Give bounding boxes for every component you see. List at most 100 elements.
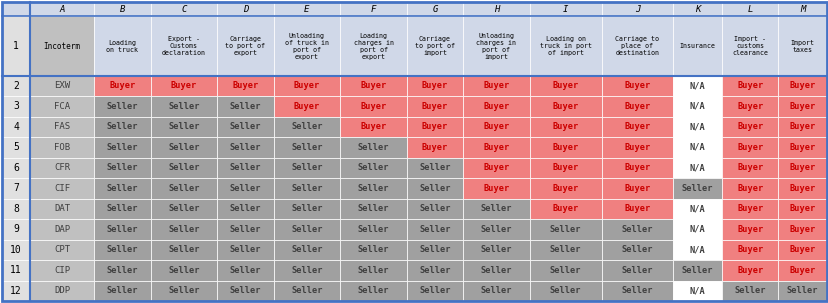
Bar <box>407 117 463 137</box>
Text: DDP: DDP <box>54 286 70 295</box>
Text: Seller: Seller <box>621 286 652 295</box>
Text: Seller: Seller <box>621 225 652 234</box>
Text: 4: 4 <box>13 122 19 132</box>
Text: Seller: Seller <box>229 102 261 111</box>
Text: Buyer: Buyer <box>788 245 815 254</box>
Text: Seller: Seller <box>734 286 765 295</box>
Text: Unloading
of truck in
port of
export: Unloading of truck in port of export <box>285 32 329 59</box>
Text: Seller: Seller <box>229 163 261 172</box>
Bar <box>407 240 463 260</box>
Bar <box>777 158 826 178</box>
Text: Seller: Seller <box>786 286 817 295</box>
Bar <box>672 281 721 301</box>
Text: Seller: Seller <box>419 225 450 234</box>
Bar <box>151 260 217 281</box>
Bar <box>463 158 529 178</box>
Text: FOB: FOB <box>54 143 70 152</box>
Bar <box>463 198 529 219</box>
Text: Seller: Seller <box>358 184 389 193</box>
Text: Loading
on truck: Loading on truck <box>106 39 138 52</box>
Text: Seller: Seller <box>168 184 200 193</box>
Bar <box>273 117 339 137</box>
Text: Buyer: Buyer <box>736 102 763 111</box>
Bar <box>2 198 30 219</box>
Bar <box>30 219 94 240</box>
Bar <box>2 2 30 16</box>
Text: Seller: Seller <box>480 225 512 234</box>
Bar <box>30 158 94 178</box>
Text: C: C <box>181 5 186 14</box>
Bar <box>463 281 529 301</box>
Text: Buyer: Buyer <box>736 163 763 172</box>
Text: N/A: N/A <box>689 82 705 91</box>
Text: Seller: Seller <box>419 286 450 295</box>
Bar <box>672 76 721 96</box>
Bar <box>777 240 826 260</box>
Text: Buyer: Buyer <box>623 184 650 193</box>
Text: Seller: Seller <box>107 184 138 193</box>
Text: Buyer: Buyer <box>421 82 448 91</box>
Bar <box>273 198 339 219</box>
Text: N/A: N/A <box>689 122 705 132</box>
Bar <box>339 219 407 240</box>
Text: Buyer: Buyer <box>483 122 509 132</box>
Text: Buyer: Buyer <box>360 122 386 132</box>
Text: Seller: Seller <box>358 204 389 213</box>
Text: Carriage to
place of
destination: Carriage to place of destination <box>614 36 658 56</box>
Bar <box>672 2 721 16</box>
Text: Seller: Seller <box>480 266 512 275</box>
Bar <box>721 240 777 260</box>
Bar <box>217 158 273 178</box>
Bar <box>407 178 463 198</box>
Bar <box>407 219 463 240</box>
Text: N/A: N/A <box>689 102 705 111</box>
Text: Seller: Seller <box>358 266 389 275</box>
Text: DAP: DAP <box>54 225 70 234</box>
Text: 7: 7 <box>13 183 19 193</box>
Bar <box>151 76 217 96</box>
Bar <box>601 219 672 240</box>
Bar <box>529 198 601 219</box>
Text: Buyer: Buyer <box>360 82 386 91</box>
Text: Seller: Seller <box>291 286 322 295</box>
Text: Seller: Seller <box>229 245 261 254</box>
Bar <box>30 260 94 281</box>
Text: Seller: Seller <box>291 122 322 132</box>
Text: F: F <box>370 5 376 14</box>
Text: Buyer: Buyer <box>483 82 509 91</box>
Text: K: K <box>694 5 700 14</box>
Text: Buyer: Buyer <box>552 122 578 132</box>
Bar <box>721 117 777 137</box>
Text: Seller: Seller <box>358 163 389 172</box>
Bar <box>529 158 601 178</box>
Bar <box>30 76 94 96</box>
Bar <box>217 178 273 198</box>
Bar <box>2 219 30 240</box>
Bar <box>777 137 826 158</box>
Text: 10: 10 <box>10 245 22 255</box>
Bar <box>672 16 721 76</box>
Text: Seller: Seller <box>480 286 512 295</box>
Bar <box>94 117 151 137</box>
Bar <box>463 96 529 117</box>
Text: Seller: Seller <box>291 225 322 234</box>
Text: Seller: Seller <box>358 225 389 234</box>
Bar <box>2 260 30 281</box>
Text: Import -
customs
clearance: Import - customs clearance <box>731 36 768 56</box>
Text: Buyer: Buyer <box>421 143 448 152</box>
Bar <box>407 16 463 76</box>
Text: Buyer: Buyer <box>360 102 386 111</box>
Text: 8: 8 <box>13 204 19 214</box>
Text: Buyer: Buyer <box>421 122 448 132</box>
Bar <box>94 2 151 16</box>
Text: Seller: Seller <box>419 204 450 213</box>
Bar <box>721 219 777 240</box>
Text: Buyer: Buyer <box>736 204 763 213</box>
Text: Buyer: Buyer <box>736 245 763 254</box>
Text: 9: 9 <box>13 224 19 234</box>
Bar <box>777 178 826 198</box>
Text: Seller: Seller <box>107 163 138 172</box>
Text: Insurance: Insurance <box>679 43 715 49</box>
Bar <box>529 76 601 96</box>
Bar <box>672 137 721 158</box>
